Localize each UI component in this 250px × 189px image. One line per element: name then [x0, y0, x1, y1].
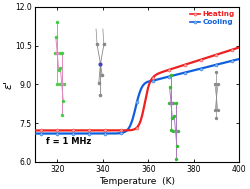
Y-axis label: ε': ε': [4, 80, 14, 89]
Text: f = 1 MHz: f = 1 MHz: [46, 137, 91, 146]
Legend: Heating, Cooling: Heating, Cooling: [190, 11, 236, 26]
X-axis label: Temperature  (K): Temperature (K): [99, 177, 175, 186]
